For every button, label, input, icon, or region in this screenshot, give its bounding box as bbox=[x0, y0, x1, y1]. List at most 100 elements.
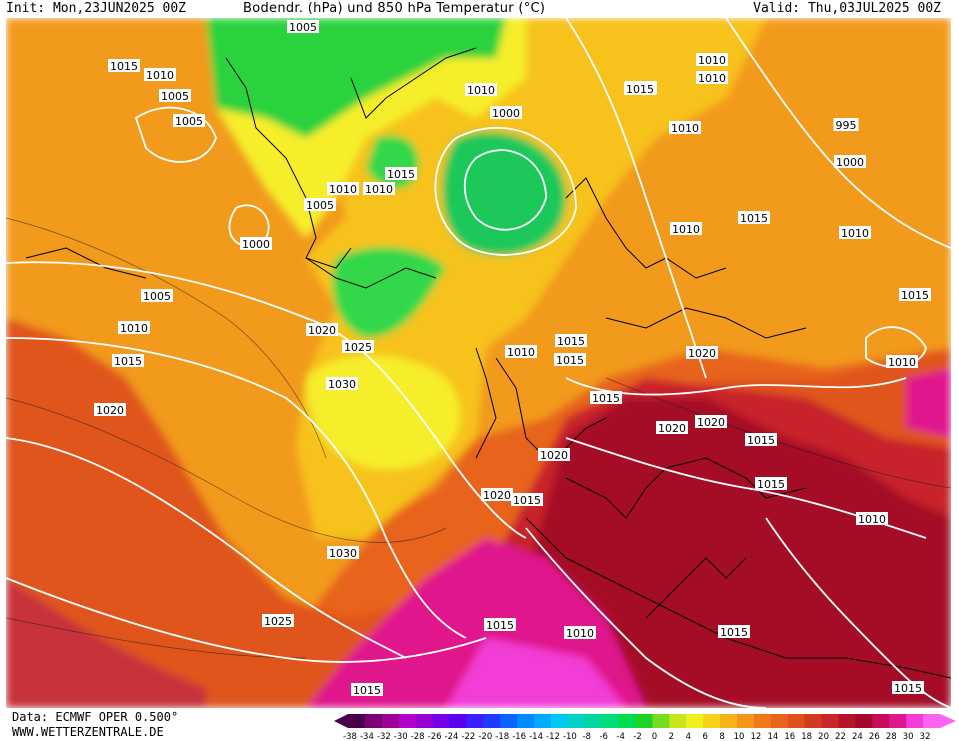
colorbar-tick-label: 4 bbox=[686, 732, 691, 741]
colorbar-segment bbox=[855, 714, 873, 728]
temperature-field bbox=[6, 18, 951, 708]
isobar-label-box bbox=[892, 681, 924, 694]
isobar-label-box bbox=[505, 345, 537, 358]
colorbar-tick-label: 10 bbox=[734, 732, 745, 741]
colorbar-segment bbox=[381, 714, 400, 728]
colorbar-segment bbox=[432, 714, 450, 728]
isobar-label-box bbox=[141, 289, 173, 302]
isobar-label: 1010 bbox=[888, 356, 916, 369]
colorbar-tick-label: 0 bbox=[652, 732, 657, 741]
colorbar-segment bbox=[906, 714, 924, 728]
isobar-label-box bbox=[342, 340, 374, 353]
isobar-label-box bbox=[144, 68, 176, 81]
isobar-label: 1020 bbox=[688, 347, 716, 360]
isobar-label-box bbox=[738, 211, 770, 224]
colorbar-tick-label: 26 bbox=[869, 732, 880, 741]
colorbar-segment bbox=[737, 714, 755, 728]
isobar-label-box bbox=[555, 334, 587, 347]
colorbar-tick-label: 30 bbox=[903, 732, 914, 741]
colorbar-segment bbox=[449, 714, 467, 728]
isobar-label-box bbox=[327, 182, 359, 195]
isobar-label-box bbox=[695, 415, 727, 428]
colorbar-segment bbox=[872, 714, 890, 728]
colorbar-tick-label: -4 bbox=[616, 732, 624, 741]
colorbar-tick-label: 8 bbox=[719, 732, 724, 741]
colorbar-tick-label: -14 bbox=[529, 732, 543, 741]
isobar-label: 1030 bbox=[329, 547, 357, 560]
isobar-label-box bbox=[108, 59, 140, 72]
colorbar-segment bbox=[821, 714, 840, 728]
isobar-label: 1010 bbox=[672, 223, 700, 236]
isobar-label: 1015 bbox=[626, 83, 654, 96]
colorbar-tick-label: 16 bbox=[784, 732, 795, 741]
colorbar-tick-label: 24 bbox=[852, 732, 863, 741]
colorbar-tick-label: -6 bbox=[599, 732, 607, 741]
isobar-label: 1005 bbox=[306, 199, 334, 212]
isobar-label: 1005 bbox=[175, 115, 203, 128]
temperature-colorbar: -38 -34 -32 -30 -28 -26 -24 -22 -20 -18 -16 -14 -12-… bbox=[334, 714, 956, 741]
colorbar-segment bbox=[652, 714, 670, 728]
colorbar-segment bbox=[567, 714, 586, 728]
isobar-label-box bbox=[262, 614, 294, 627]
colorbar-segment bbox=[923, 714, 941, 728]
init-time: Init: Mon,23JUN2025 00Z bbox=[6, 1, 187, 16]
colorbar-segment bbox=[686, 714, 704, 728]
colorbar-segment bbox=[770, 714, 789, 728]
isobar-label-box bbox=[899, 288, 931, 301]
colorbar-tick-label: 18 bbox=[801, 732, 812, 741]
colorbar-right-arrow bbox=[940, 714, 956, 728]
isobar-label-box bbox=[304, 198, 336, 211]
colorbar-tick-label: -28 bbox=[411, 732, 425, 741]
isobar-label: 1020 bbox=[697, 416, 725, 429]
isobar-label: 1010 bbox=[507, 346, 535, 359]
isobar-label: 1020 bbox=[96, 404, 124, 417]
colorbar-segment bbox=[787, 714, 806, 728]
isobar-label: 1015 bbox=[557, 335, 585, 348]
colorbar-tick-label: -22 bbox=[461, 732, 475, 741]
isobar-label: 1010 bbox=[120, 322, 148, 335]
isobar-label: 1025 bbox=[344, 341, 372, 354]
isobar-label: 1015 bbox=[556, 354, 584, 367]
isobar-label-box bbox=[718, 625, 750, 638]
isobar-label: 1030 bbox=[328, 378, 356, 391]
isobar-label-box bbox=[112, 354, 144, 367]
colorbar-tick-label: -18 bbox=[495, 732, 509, 741]
isobar-label-layer: 1005 1015 1010 1005 1010 1010 1015 1005 1000 1010… bbox=[94, 20, 931, 697]
isobar-label: 1020 bbox=[483, 489, 511, 502]
isobar-label-box bbox=[833, 118, 859, 131]
colorbar-tick-label: -34 bbox=[360, 732, 374, 741]
isobar-label: 1015 bbox=[110, 60, 138, 73]
map-title: Bodendr. (hPa) und 850 hPa Temperatur (°… bbox=[243, 1, 546, 16]
isobar-label-box bbox=[696, 71, 728, 84]
colorbar-segment bbox=[584, 714, 603, 728]
isobar-label-box bbox=[755, 477, 787, 490]
isobar-label-box bbox=[886, 355, 918, 368]
isobar-label: 1015 bbox=[486, 619, 514, 632]
colorbar-segment bbox=[669, 714, 687, 728]
colorbar-segment bbox=[500, 714, 518, 728]
isobar-label: 1015 bbox=[747, 434, 775, 447]
colorbar-segment bbox=[466, 714, 484, 728]
colorbar-tick-label: 22 bbox=[835, 732, 846, 741]
colorbar-segment bbox=[550, 714, 569, 728]
isobar-label: 1010 bbox=[698, 54, 726, 67]
isobar-label-box bbox=[624, 82, 656, 95]
coastlines bbox=[25, 47, 951, 679]
isobar-label-box bbox=[363, 182, 395, 195]
isobar-label-box bbox=[696, 53, 728, 66]
website-url: WWW.WETTERZENTRALE.DE bbox=[12, 725, 164, 739]
colorbar-left-arrow bbox=[334, 714, 348, 728]
isobar-label-box bbox=[590, 391, 622, 404]
isobar-label-box bbox=[481, 488, 513, 501]
colorbar-segment bbox=[483, 714, 501, 728]
isobar-label-box bbox=[94, 403, 126, 416]
isobar-label-box bbox=[173, 114, 205, 127]
colorbar-segment bbox=[364, 714, 383, 728]
isobar-label-box bbox=[118, 321, 150, 334]
colorbar-tick-label: -30 bbox=[394, 732, 408, 741]
isobar-label-box bbox=[351, 683, 383, 696]
isobar-label-box bbox=[490, 106, 522, 119]
colorbar-segment bbox=[534, 714, 552, 728]
isobar-label-box bbox=[327, 546, 359, 559]
isobar-label: 1010 bbox=[858, 513, 886, 526]
